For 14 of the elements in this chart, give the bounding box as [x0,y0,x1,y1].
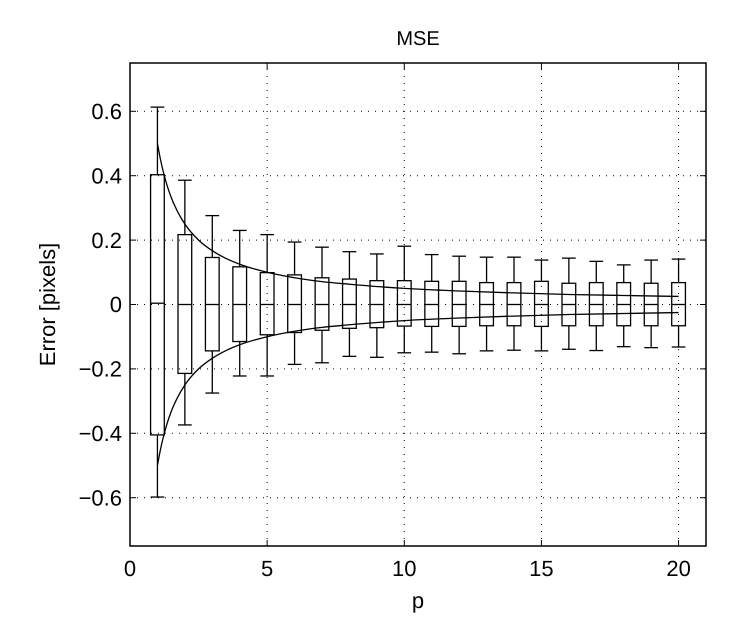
x-tick-label: 5 [261,556,274,581]
y-tick-label: −0.2 [78,356,122,382]
y-tick-label: 0.6 [91,99,122,124]
y-tick-label: −0.6 [78,485,122,510]
y-tick-label: 0.2 [91,228,122,253]
y-tick-label: 0.4 [91,163,122,188]
y-tick-label: 0 [110,292,122,318]
x-tick-label: 10 [392,556,417,581]
chart-title: MSE [396,28,440,50]
x-tick-label: 20 [666,556,691,581]
y-axis-title: Error [pixels] [35,242,60,366]
y-tick-label: −0.4 [78,421,122,446]
x-tick-label: 15 [529,556,554,581]
x-axis-title: p [412,588,424,613]
